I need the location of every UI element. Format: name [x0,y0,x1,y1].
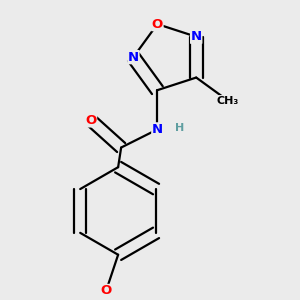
Text: CH₃: CH₃ [217,96,239,106]
Text: N: N [152,123,163,136]
Text: H: H [176,123,185,133]
Text: O: O [152,18,163,31]
Text: O: O [100,284,112,298]
Text: N: N [128,51,139,64]
Text: N: N [191,30,202,43]
Text: O: O [85,114,97,127]
